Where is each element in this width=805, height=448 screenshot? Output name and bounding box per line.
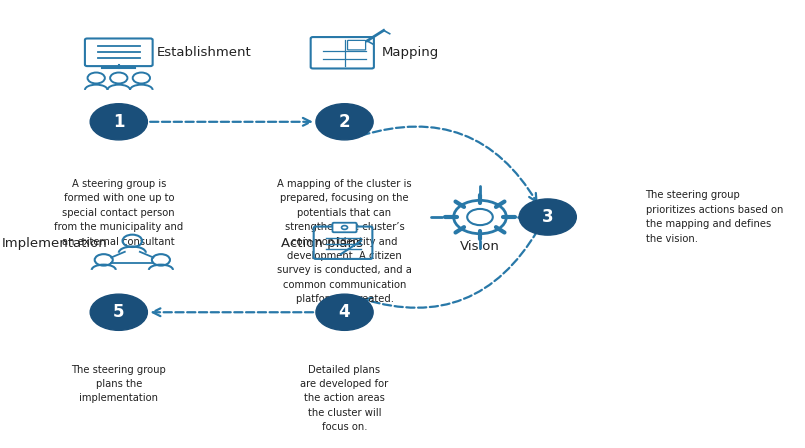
Text: Implementation: Implementation bbox=[2, 237, 108, 250]
Text: 1: 1 bbox=[113, 113, 125, 131]
Circle shape bbox=[341, 226, 348, 229]
Text: Action plans: Action plans bbox=[281, 237, 362, 250]
Text: A steering group is
formed with one up to
special contact person
from the munici: A steering group is formed with one up t… bbox=[54, 179, 184, 246]
Text: Detailed plans
are developed for
the action areas
the cluster will
focus on.: Detailed plans are developed for the act… bbox=[300, 365, 389, 432]
Text: 4: 4 bbox=[339, 303, 350, 321]
Text: 3: 3 bbox=[542, 208, 554, 226]
Text: Establishment: Establishment bbox=[156, 46, 251, 59]
Text: A mapping of the cluster is
prepared, focusing on the
potentials that can
streng: A mapping of the cluster is prepared, fo… bbox=[277, 179, 412, 304]
Text: 5: 5 bbox=[113, 303, 125, 321]
FancyBboxPatch shape bbox=[332, 223, 357, 232]
Circle shape bbox=[519, 199, 576, 235]
Text: 2: 2 bbox=[339, 113, 350, 131]
Circle shape bbox=[90, 294, 147, 330]
Text: The steering group
prioritizes actions based on
the mapping and defines
the visi: The steering group prioritizes actions b… bbox=[646, 190, 783, 244]
Circle shape bbox=[90, 104, 147, 140]
Circle shape bbox=[316, 104, 374, 140]
Circle shape bbox=[316, 294, 374, 330]
Text: The steering group
plans the
implementation: The steering group plans the implementat… bbox=[72, 365, 166, 404]
Text: Vision: Vision bbox=[460, 240, 500, 253]
Text: Mapping: Mapping bbox=[382, 46, 440, 59]
